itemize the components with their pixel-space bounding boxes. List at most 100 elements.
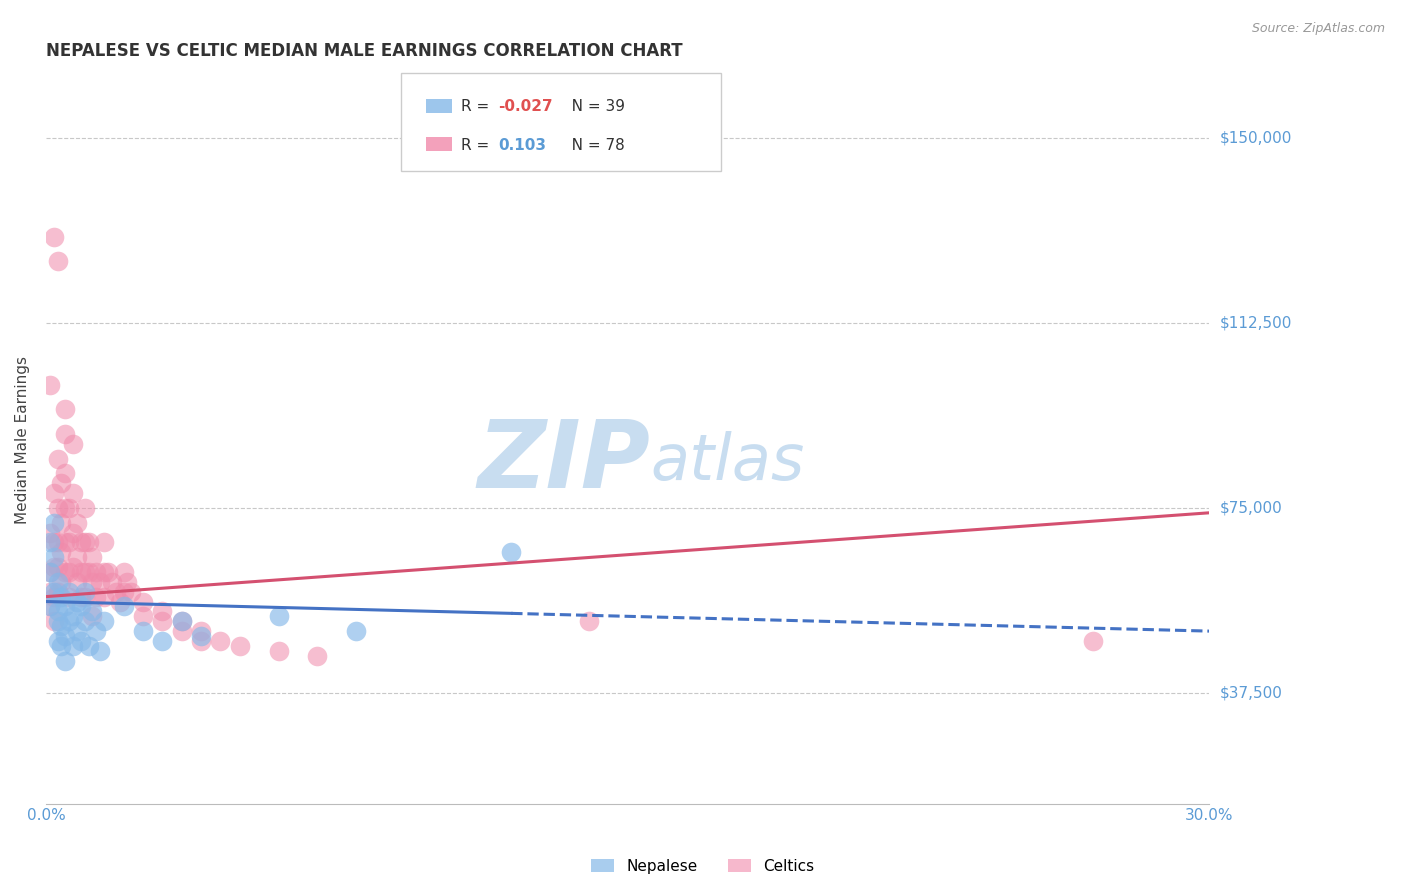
Legend: Nepalese, Celtics: Nepalese, Celtics: [585, 853, 821, 880]
Point: [53, 565, 76, 579]
Point: [86, 624, 108, 639]
Point: [66, 516, 89, 530]
Point: [307, 648, 329, 663]
Point: [53, 426, 76, 441]
Point: [82, 574, 104, 589]
Point: [62, 639, 84, 653]
Point: [58, 565, 80, 579]
Point: [578, 614, 600, 628]
Point: [1081, 634, 1104, 648]
Point: [120, 584, 142, 599]
Point: [42, 614, 65, 628]
Point: [51, 516, 73, 530]
Point: [132, 609, 155, 624]
Point: [46, 535, 69, 549]
Text: $112,500: $112,500: [1220, 316, 1292, 331]
Point: [58, 500, 80, 515]
Point: [46, 560, 69, 574]
Point: [46, 634, 69, 648]
FancyBboxPatch shape: [401, 73, 721, 171]
Point: [42, 486, 65, 500]
Point: [89, 574, 111, 589]
Point: [38, 565, 60, 579]
Point: [53, 467, 76, 481]
Point: [51, 639, 73, 653]
Point: [150, 634, 173, 648]
Point: [82, 604, 104, 618]
Point: [51, 590, 73, 604]
Point: [66, 550, 89, 565]
Point: [112, 584, 135, 599]
Point: [229, 639, 252, 653]
Point: [42, 229, 65, 244]
Point: [97, 565, 120, 579]
Point: [73, 614, 96, 628]
Point: [132, 594, 155, 608]
Bar: [426, 137, 451, 151]
Point: [73, 590, 96, 604]
Text: -0.027: -0.027: [498, 100, 553, 114]
Point: [42, 550, 65, 565]
Text: $150,000: $150,000: [1220, 131, 1292, 145]
Point: [344, 624, 367, 639]
Point: [66, 624, 89, 639]
Point: [62, 486, 84, 500]
Text: Source: ZipAtlas.com: Source: ZipAtlas.com: [1251, 22, 1385, 36]
Point: [170, 614, 193, 628]
Point: [58, 590, 80, 604]
Point: [42, 584, 65, 599]
Point: [190, 624, 212, 639]
Point: [38, 565, 60, 579]
Point: [51, 545, 73, 559]
Point: [51, 476, 73, 491]
Point: [66, 574, 89, 589]
Point: [53, 599, 76, 614]
Point: [53, 629, 76, 643]
Point: [51, 574, 73, 589]
Text: N = 39: N = 39: [557, 100, 624, 114]
Point: [58, 535, 80, 549]
Text: 0.103: 0.103: [498, 138, 547, 153]
Point: [53, 402, 76, 417]
Text: R =: R =: [461, 138, 495, 153]
Point: [38, 599, 60, 614]
Point: [150, 604, 173, 618]
Point: [267, 609, 290, 624]
Point: [46, 500, 69, 515]
Point: [86, 590, 108, 604]
Point: [70, 535, 93, 549]
Point: [82, 609, 104, 624]
Point: [77, 535, 100, 549]
Point: [38, 535, 60, 549]
Text: $37,500: $37,500: [1220, 685, 1284, 700]
Point: [501, 545, 523, 559]
Point: [42, 560, 65, 574]
Point: [93, 535, 115, 549]
Point: [53, 535, 76, 549]
Point: [70, 590, 93, 604]
Point: [93, 565, 115, 579]
Point: [150, 614, 173, 628]
Point: [46, 584, 69, 599]
Text: atlas: atlas: [651, 431, 806, 493]
Point: [77, 639, 100, 653]
Point: [58, 614, 80, 628]
Point: [53, 500, 76, 515]
Point: [46, 254, 69, 268]
Point: [112, 599, 135, 614]
Point: [73, 535, 96, 549]
Point: [62, 437, 84, 451]
Point: [62, 525, 84, 540]
Point: [170, 614, 193, 628]
Point: [38, 377, 60, 392]
Y-axis label: Median Male Earnings: Median Male Earnings: [15, 356, 30, 524]
Point: [112, 565, 135, 579]
Text: NEPALESE VS CELTIC MEDIAN MALE EARNINGS CORRELATION CHART: NEPALESE VS CELTIC MEDIAN MALE EARNINGS …: [46, 42, 682, 60]
Point: [82, 550, 104, 565]
Point: [101, 574, 124, 589]
Point: [73, 565, 96, 579]
Point: [108, 594, 131, 608]
Point: [70, 565, 93, 579]
Point: [73, 500, 96, 515]
Point: [46, 574, 69, 589]
